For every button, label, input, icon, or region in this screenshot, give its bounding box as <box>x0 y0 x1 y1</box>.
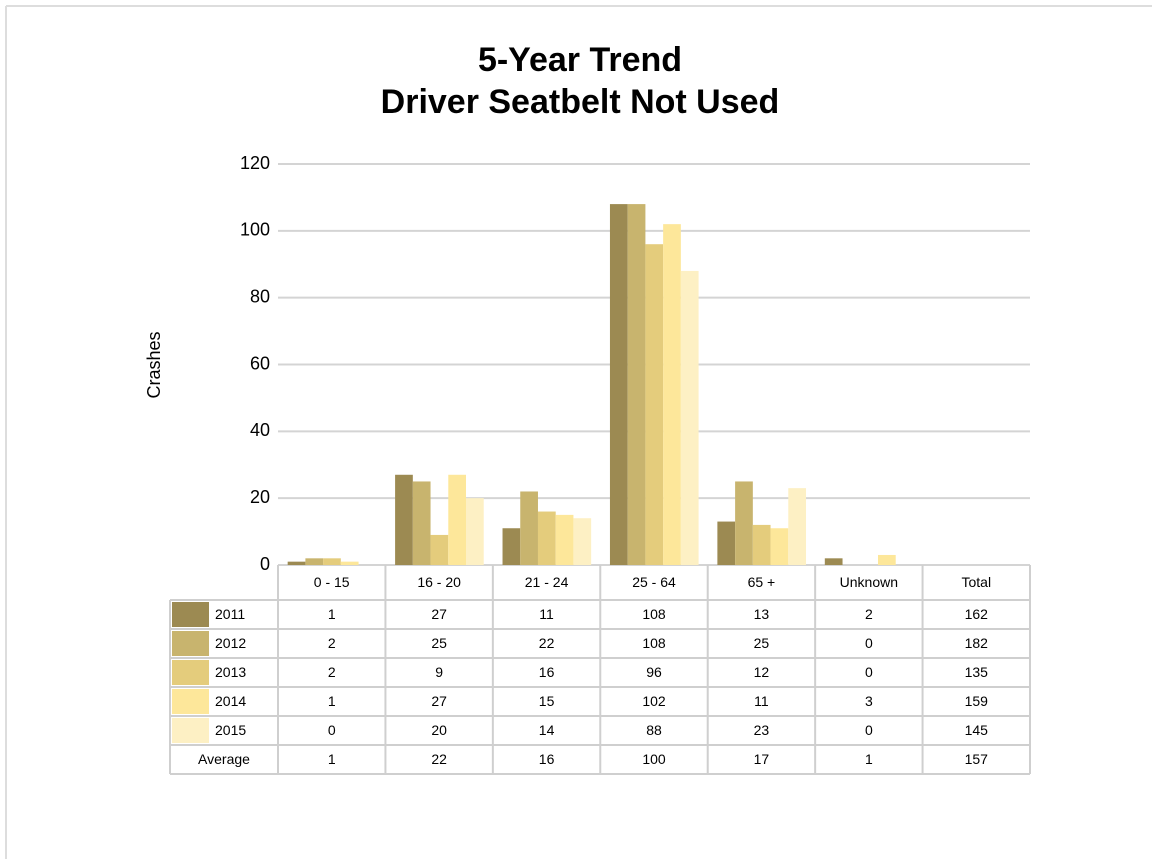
bar <box>537 511 556 565</box>
bar <box>735 481 753 565</box>
bar <box>323 558 341 565</box>
bar <box>627 204 646 565</box>
bar <box>555 514 574 565</box>
table-cell: 17 <box>754 751 770 767</box>
table-cell: 20 <box>431 722 447 738</box>
bar <box>680 270 699 565</box>
chart-title: Driver Seatbelt Not Used <box>381 83 780 121</box>
bar <box>340 561 359 565</box>
legend-swatch <box>172 718 209 743</box>
bar <box>752 524 771 565</box>
bar <box>824 558 843 565</box>
table-cell: 2 <box>865 606 873 622</box>
table-cell: 23 <box>754 722 770 738</box>
legend-swatch <box>172 689 209 714</box>
legend-swatch <box>172 660 209 685</box>
y-axis-label: Crashes <box>144 331 164 398</box>
y-tick-label: 100 <box>240 220 270 240</box>
legend-label: 2015 <box>215 722 246 738</box>
table-cell: 108 <box>642 635 666 651</box>
chart-title: 5-Year Trend <box>478 41 682 79</box>
bar <box>717 521 736 565</box>
table-cell: 108 <box>642 606 666 622</box>
legend-label: 2014 <box>215 693 246 709</box>
legend-swatch <box>172 631 209 656</box>
legend-label: 2011 <box>215 606 245 622</box>
legend-swatch <box>172 602 209 627</box>
legend-label: 2012 <box>215 635 246 651</box>
table-cell: 27 <box>431 606 447 622</box>
table-cell: 25 <box>431 635 447 651</box>
table-cell: 0 <box>865 635 873 651</box>
table-cell: 25 <box>754 635 770 651</box>
table-cell: 182 <box>965 635 989 651</box>
table-cell: 1 <box>328 606 336 622</box>
legend-label: 2013 <box>215 664 246 680</box>
table-cell: 0 <box>865 722 873 738</box>
table-cell: 9 <box>435 664 443 680</box>
table-cell: 16 <box>539 751 555 767</box>
table-cell: 2 <box>328 635 336 651</box>
x-tick-label: 25 - 64 <box>632 574 676 590</box>
table-cell: 145 <box>965 722 989 738</box>
y-tick-label: 0 <box>260 554 270 574</box>
bar <box>663 224 681 565</box>
bar <box>645 244 664 565</box>
bar <box>305 558 324 565</box>
table-cell: 11 <box>539 606 554 622</box>
table-cell: 100 <box>642 751 666 767</box>
bar <box>877 554 896 565</box>
table-cell: 14 <box>539 722 555 738</box>
table-cell: 22 <box>431 751 447 767</box>
table-header: Total <box>961 574 991 590</box>
table-cell: 135 <box>965 664 989 680</box>
bar <box>573 518 592 565</box>
x-tick-label: 21 - 24 <box>525 574 569 590</box>
bar <box>395 474 413 565</box>
table-cell: 96 <box>646 664 662 680</box>
bar <box>287 561 306 565</box>
table-cell: 11 <box>754 693 769 709</box>
bar <box>448 474 466 565</box>
row-label: Average <box>198 751 250 767</box>
table-cell: 1 <box>328 693 336 709</box>
table-cell: 22 <box>539 635 555 651</box>
table-cell: 0 <box>865 664 873 680</box>
bar <box>502 528 521 565</box>
table-cell: 3 <box>865 693 873 709</box>
bar <box>788 488 807 565</box>
table-cell: 2 <box>328 664 336 680</box>
table-cell: 88 <box>646 722 662 738</box>
table-cell: 16 <box>539 664 555 680</box>
table-cell: 1 <box>328 751 336 767</box>
table-cell: 27 <box>431 693 447 709</box>
y-tick-label: 60 <box>250 353 270 373</box>
table-cell: 0 <box>328 722 336 738</box>
x-tick-label: Unknown <box>840 574 898 590</box>
y-tick-label: 20 <box>250 487 270 507</box>
table-cell: 159 <box>965 693 989 709</box>
x-tick-label: 0 - 15 <box>314 574 350 590</box>
x-tick-label: 16 - 20 <box>417 574 461 590</box>
table-cell: 12 <box>754 664 770 680</box>
bar <box>466 498 484 565</box>
table-cell: 1 <box>865 751 873 767</box>
bar <box>770 528 789 565</box>
y-tick-label: 40 <box>250 420 270 440</box>
y-tick-label: 120 <box>240 153 270 173</box>
bar <box>520 491 538 565</box>
table-cell: 157 <box>965 751 989 767</box>
x-tick-label: 65 + <box>748 574 776 590</box>
table-cell: 13 <box>754 606 770 622</box>
table-cell: 15 <box>539 693 555 709</box>
y-tick-label: 80 <box>250 286 270 306</box>
bar <box>609 204 628 565</box>
bar <box>430 534 449 565</box>
table-cell: 162 <box>965 606 989 622</box>
bar <box>412 481 431 565</box>
table-cell: 102 <box>642 693 666 709</box>
